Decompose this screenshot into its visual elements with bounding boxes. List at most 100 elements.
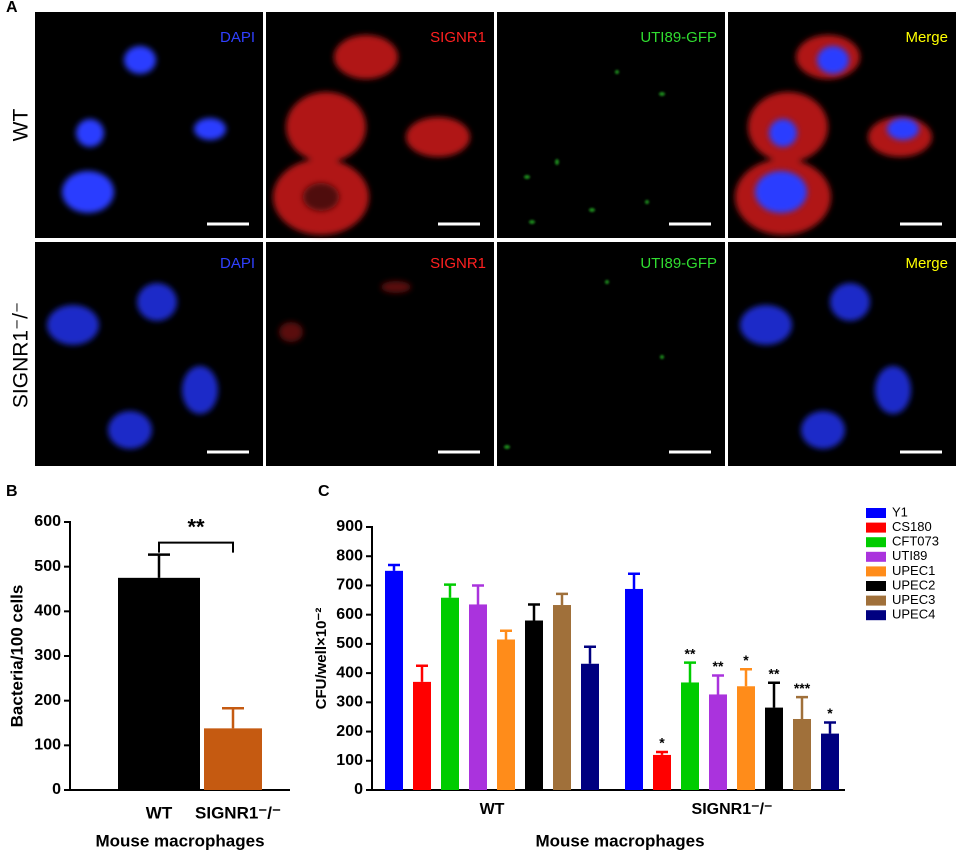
error-bar bbox=[222, 707, 244, 729]
error-bar bbox=[740, 668, 752, 687]
significance-label: * bbox=[659, 735, 665, 751]
bar bbox=[765, 707, 783, 790]
y-tick-label: 900 bbox=[336, 518, 363, 535]
error-bar bbox=[628, 572, 640, 589]
error-bar bbox=[824, 721, 836, 734]
error-bar bbox=[472, 584, 484, 605]
legend-label: UPEC3 bbox=[892, 592, 935, 607]
significance-label: ** bbox=[685, 645, 696, 661]
legend-swatch bbox=[866, 508, 886, 518]
micrograph: SIGNR1 bbox=[266, 242, 494, 466]
error-bar bbox=[656, 750, 668, 755]
bar bbox=[525, 620, 543, 790]
significance-bracket bbox=[158, 541, 234, 553]
y-axis-label: Bacteria/100 cells bbox=[7, 585, 26, 728]
legend-swatch bbox=[866, 522, 886, 533]
channel-label: DAPI bbox=[220, 29, 255, 46]
significance-label: ** bbox=[713, 658, 724, 674]
error-bar bbox=[444, 583, 456, 598]
micrograph: Merge bbox=[728, 12, 956, 238]
x-tick-label: WT bbox=[146, 803, 173, 822]
legend-swatch bbox=[866, 581, 886, 591]
legend-label: UPEC4 bbox=[892, 607, 935, 622]
bar bbox=[497, 639, 515, 790]
bar bbox=[821, 733, 839, 790]
y-tick-label: 200 bbox=[336, 723, 363, 740]
y-axis-label: CFU/well×10⁻² bbox=[313, 608, 330, 710]
bar bbox=[737, 686, 755, 790]
error-bar bbox=[148, 553, 170, 578]
legend-label: UPEC2 bbox=[892, 577, 935, 592]
x-axis-label: Mouse macrophages bbox=[535, 831, 704, 850]
micrograph: DAPI bbox=[35, 242, 263, 466]
bar bbox=[118, 577, 200, 790]
legend-swatch bbox=[866, 610, 886, 621]
x-tick-label: SIGNR1⁻/⁻ bbox=[692, 801, 773, 818]
y-tick-label: 600 bbox=[34, 513, 61, 530]
y-tick-label: 300 bbox=[34, 647, 61, 664]
x-tick-label: SIGNR1⁻/⁻ bbox=[195, 803, 281, 822]
channel-label: UTI89-GFP bbox=[640, 29, 717, 46]
y-tick-label: 700 bbox=[336, 577, 363, 594]
bar bbox=[653, 754, 671, 790]
significance-label: * bbox=[743, 652, 749, 668]
bar bbox=[681, 682, 699, 790]
legend-label: CFT073 bbox=[892, 534, 939, 549]
y-tick-label: 500 bbox=[336, 635, 363, 652]
micrograph: UTI89-GFP bbox=[497, 242, 725, 466]
bar bbox=[385, 570, 403, 790]
micrograph: Merge bbox=[728, 242, 956, 466]
channel-label: DAPI bbox=[220, 255, 255, 272]
y-tick-label: 800 bbox=[336, 547, 363, 564]
panel-label: B bbox=[6, 483, 18, 500]
bar bbox=[709, 694, 727, 790]
y-tick-label: 200 bbox=[34, 692, 61, 709]
y-tick-label: 600 bbox=[336, 606, 363, 623]
legend-swatch bbox=[866, 537, 886, 548]
y-tick-label: 400 bbox=[34, 603, 61, 620]
y-tick-label: 400 bbox=[336, 664, 363, 681]
y-tick-label: 500 bbox=[34, 558, 61, 575]
legend-swatch bbox=[866, 551, 886, 562]
legend-label: CS180 bbox=[892, 519, 932, 534]
row-label: WT bbox=[10, 109, 33, 142]
y-tick-label: 0 bbox=[354, 781, 363, 798]
micrograph: SIGNR1 bbox=[266, 12, 494, 238]
bar bbox=[625, 588, 643, 790]
error-bar bbox=[500, 629, 512, 640]
bar bbox=[413, 681, 431, 790]
bar bbox=[553, 605, 571, 790]
bar bbox=[581, 663, 599, 790]
channel-label: Merge bbox=[905, 255, 948, 272]
bar bbox=[793, 718, 811, 790]
panel-label: A bbox=[6, 0, 18, 16]
legend-swatch bbox=[866, 566, 886, 577]
error-bar bbox=[528, 603, 540, 621]
channel-label: SIGNR1 bbox=[430, 255, 486, 272]
channel-label: SIGNR1 bbox=[430, 29, 486, 46]
error-bar bbox=[684, 661, 696, 683]
channel-label: Merge bbox=[905, 29, 948, 46]
bar bbox=[469, 604, 487, 790]
significance-label: ** bbox=[187, 514, 205, 539]
y-tick-label: 0 bbox=[52, 781, 61, 798]
error-bar bbox=[416, 664, 428, 682]
legend-label: Y1 bbox=[892, 504, 908, 519]
legend-label: UTI89 bbox=[892, 548, 927, 563]
row-label: SIGNR1⁻/⁻ bbox=[10, 302, 33, 408]
error-bar bbox=[768, 681, 780, 708]
bar bbox=[441, 597, 459, 790]
error-bar bbox=[712, 674, 724, 695]
error-bar bbox=[796, 695, 808, 719]
legend-label: UPEC1 bbox=[892, 563, 935, 578]
micrograph: UTI89-GFP bbox=[497, 12, 725, 238]
y-tick-label: 300 bbox=[336, 694, 363, 711]
y-tick-label: 100 bbox=[336, 752, 363, 769]
significance-label: *** bbox=[794, 680, 811, 696]
error-bar bbox=[584, 645, 596, 664]
channel-label: UTI89-GFP bbox=[640, 255, 717, 272]
panel-label: C bbox=[318, 483, 330, 500]
significance-label: ** bbox=[769, 665, 780, 681]
error-bar bbox=[388, 563, 400, 571]
